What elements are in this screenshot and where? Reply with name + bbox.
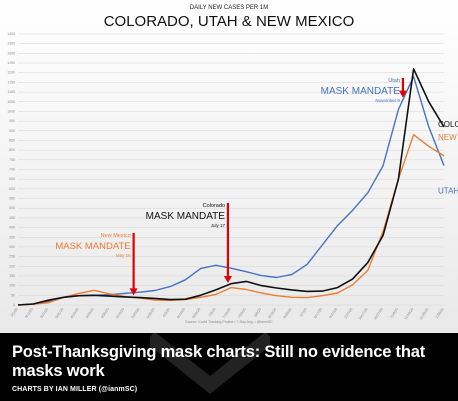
mandate-state: New Mexico <box>101 233 131 239</box>
series-label-new-mexico: NEW MEXICO <box>438 133 458 142</box>
x-tick-label: 5/10/20 <box>115 307 125 319</box>
mandate-arrow-head <box>223 275 232 283</box>
y-tick-label: 500 <box>9 206 15 210</box>
x-tick-label: 6/9/20 <box>162 307 171 317</box>
chevron-decoration <box>150 333 270 394</box>
mandate-state: Colorado <box>203 203 225 209</box>
chart-background <box>0 0 458 333</box>
x-tick-label: 8/28/20 <box>283 307 293 319</box>
x-tick-label: 7/19/20 <box>222 307 232 319</box>
x-tick-label: 3/1/20 <box>10 307 19 317</box>
x-tick-label: 7/9/20 <box>208 307 217 317</box>
x-tick-label: 5/20/20 <box>131 307 141 319</box>
mandate-label: MASK MANDATE <box>55 241 130 252</box>
caption-bar: Post-Thanksgiving mask charts: Still no … <box>0 333 458 401</box>
x-tick-label: 3/11/20 <box>24 307 34 319</box>
y-tick-label: 1300 <box>7 51 15 55</box>
x-tick-label: 9/17/20 <box>313 307 323 319</box>
y-tick-label: 300 <box>9 245 15 249</box>
series-label-utah: UTAH <box>438 187 458 196</box>
y-tick-label: 650 <box>9 177 15 181</box>
series-line-colorado <box>17 68 445 306</box>
y-tick-label: 100 <box>9 284 15 288</box>
x-tick-label: 4/10/20 <box>70 307 80 319</box>
chart-title: COLORADO, UTAH & NEW MEXICO <box>104 13 355 30</box>
mandate-date: July 17 <box>211 223 226 228</box>
y-tick-label: 1250 <box>7 61 15 65</box>
x-tick-label: 10/27/20 <box>373 307 384 320</box>
x-tick-label: 6/19/20 <box>176 307 186 319</box>
x-tick-label: 7/29/20 <box>237 307 247 319</box>
x-tick-label: 11/26/20 <box>419 307 430 320</box>
y-tick-label: 1400 <box>7 32 15 36</box>
mandate-arrow-head <box>129 288 138 296</box>
mandate-arrow-head <box>398 90 407 98</box>
y-tick-label: 750 <box>9 158 15 162</box>
x-tick-label: 11/16/20 <box>403 307 414 320</box>
x-tick-label: 8/8/20 <box>253 307 262 317</box>
x-axis-tick-labels: 3/1/20 3/11/20 3/21/20 3/31/20 4/10/20 4/20/2… <box>10 307 445 320</box>
y-tick-label: 1100 <box>7 90 15 94</box>
x-tick-label: 8/18/20 <box>267 307 277 319</box>
y-tick-label: 450 <box>9 216 15 220</box>
x-tick-label: 3/31/20 <box>54 307 64 319</box>
y-tick-label: 1350 <box>7 42 15 46</box>
y-tick-label: 600 <box>9 187 15 191</box>
y-tick-label: 1000 <box>7 109 15 113</box>
y-tick-label: 200 <box>9 264 15 268</box>
y-tick-label: 150 <box>9 274 15 278</box>
x-tick-label: 9/27/20 <box>328 307 338 319</box>
x-tick-label: 10/17/20 <box>358 307 369 320</box>
y-tick-label: 850 <box>9 138 15 142</box>
y-tick-label: 1050 <box>7 100 15 104</box>
gridlines <box>18 33 444 306</box>
y-tick-label: 700 <box>9 168 15 172</box>
mandate-label: MASK MANDATE <box>146 211 226 222</box>
y-tick-label: 900 <box>9 129 15 133</box>
x-tick-label: 6/29/20 <box>191 307 201 319</box>
x-tick-label: 10/7/20 <box>344 307 354 319</box>
x-tick-label: 12/6/20 <box>435 307 445 319</box>
series-end-labels: COLORADO UTAH NEW MEXICO <box>438 120 458 196</box>
series-line-new-mexico <box>17 133 445 306</box>
y-tick-label: 400 <box>9 226 15 230</box>
line-chart: 0 50 100 150 200 250 300 350 400 450 500 550 600 650 7… <box>0 0 458 333</box>
chart-source: Source: Covid Tracking Project • 7-Day A… <box>185 320 273 324</box>
x-tick-label: 5/30/20 <box>146 307 156 319</box>
y-tick-label: 350 <box>9 235 15 239</box>
series-lines <box>17 68 445 306</box>
y-tick-label: 250 <box>9 255 15 259</box>
y-tick-label: 50 <box>11 293 15 297</box>
mandate-date: May 16 <box>116 253 131 258</box>
mandate-label: MASK MANDATE <box>321 86 401 97</box>
series-label-colorado: COLORADO <box>438 120 458 129</box>
y-tick-label: 1150 <box>7 80 15 84</box>
chart-supertitle: DAILY NEW CASES PER 1M <box>190 5 268 11</box>
x-tick-label: 4/30/20 <box>100 307 110 319</box>
headline[interactable]: Post-Thanksgiving mask charts: Still no … <box>12 343 426 380</box>
mandate-state: Utah <box>388 78 400 84</box>
byline: CHARTS BY IAN MILLER (@ianmSC) <box>12 386 138 393</box>
y-tick-label: 0 <box>13 303 15 307</box>
y-tick-label: 950 <box>9 119 15 123</box>
y-tick-label: 550 <box>9 197 15 201</box>
x-tick-label: 3/21/20 <box>39 307 49 319</box>
x-tick-label: 9/7/20 <box>299 307 308 317</box>
mandate-date: November 9 <box>375 98 400 103</box>
y-axis-tick-labels: 0 50 100 150 200 250 300 350 400 450 500 550 600 650 7… <box>7 32 15 307</box>
y-tick-label: 1200 <box>7 71 15 75</box>
x-tick-label: 4/20/20 <box>85 307 95 319</box>
x-tick-label: 11/6/20 <box>389 307 399 319</box>
y-tick-label: 800 <box>9 148 15 152</box>
